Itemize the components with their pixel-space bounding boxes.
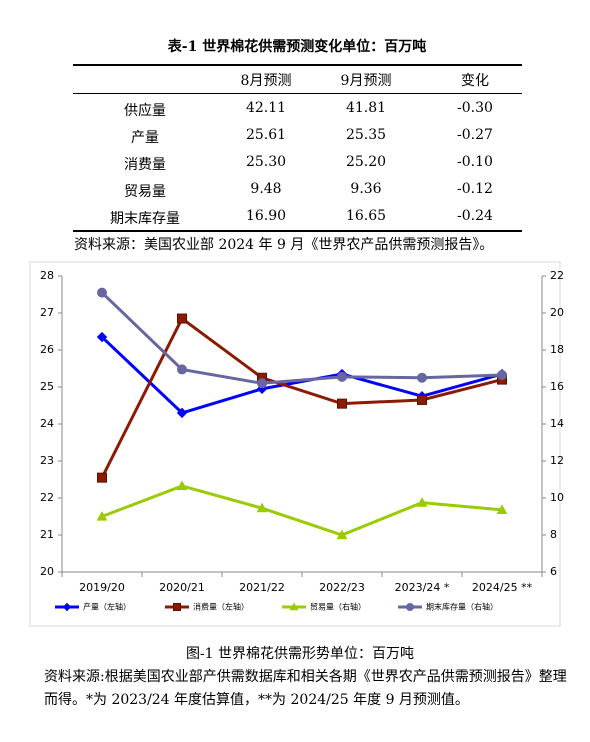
cell: 16.90: [245, 208, 287, 224]
marker: [337, 371, 347, 382]
cell: -0.27: [457, 127, 493, 143]
marker: [497, 369, 507, 380]
y2-tick-label: 20: [550, 306, 564, 319]
figure-caption: 图-1 世界棉花供需形势单位：百万吨: [185, 646, 415, 662]
cell: 25.30: [245, 154, 287, 170]
marker: [97, 472, 107, 483]
x-tick-label: 2023/24 *: [395, 581, 450, 594]
marker: [97, 287, 107, 298]
figure-note: 资料来源:根据美国农业部产供需数据库和相关各期《世界农产品供需预测报告》整理而得…: [44, 669, 567, 708]
row-label: 贸易量: [124, 184, 166, 200]
y2-tick-label: 22: [550, 269, 564, 282]
cell: 25.61: [245, 127, 287, 143]
y2-tick-label: 6: [550, 565, 557, 578]
marker: [257, 378, 267, 389]
marker: [417, 394, 427, 405]
marker: [256, 502, 268, 513]
row-label: 消费量: [124, 157, 166, 173]
cell: 42.11: [245, 100, 287, 116]
y-tick-label: 23: [40, 454, 54, 467]
marker: [336, 529, 348, 540]
marker: [177, 364, 187, 375]
series-line: [100, 316, 503, 479]
y-tick-label: 25: [40, 380, 54, 393]
marker: [62, 602, 72, 612]
marker: [417, 372, 427, 383]
cell: 25.35: [345, 127, 387, 143]
cell: -0.10: [457, 154, 493, 170]
row-label: 产量: [131, 130, 159, 146]
table-source: 资料来源：美国农业部 2024 年 9 月《世界农产品供需预测报告》。: [74, 237, 494, 253]
legend-label: 产量（左轴）: [83, 602, 131, 612]
legend-label: 消费量（左轴）: [193, 602, 249, 612]
y-tick-label: 28: [40, 269, 54, 282]
marker: [337, 398, 347, 409]
x-tick-label: 2020/21: [159, 581, 205, 594]
cell: 16.65: [345, 208, 387, 224]
x-tick-label: 2021/22: [239, 581, 285, 594]
y-tick-label: 26: [40, 343, 54, 356]
column-header: 9月预测: [340, 73, 392, 89]
marker: [289, 602, 299, 611]
chart-frame: [29, 261, 561, 627]
y2-tick-label: 16: [550, 380, 564, 393]
y-tick-label: 22: [40, 491, 54, 504]
y2-tick-label: 18: [550, 343, 564, 356]
y-tick-label: 24: [40, 417, 54, 430]
y2-tick-label: 8: [550, 528, 557, 541]
series-line: [101, 484, 503, 537]
x-tick-label: 2022/23: [319, 581, 365, 594]
marker: [173, 603, 181, 611]
series-line: [100, 291, 503, 385]
legend-label: 贸易量（右轴）: [310, 602, 366, 612]
marker: [406, 603, 414, 611]
table-caption: 表-1 世界棉花供需预测变化单位：百万吨: [167, 39, 427, 55]
rule: [73, 93, 522, 94]
legend-label: 期末库存量（右轴）: [426, 602, 498, 612]
marker: [177, 313, 187, 324]
marker: [416, 497, 428, 507]
chart: 20 21 22 23 24 25 26 27 28 6 8 10 12 14 16 18 20 22 2019/2…: [29, 261, 564, 627]
cell: 25.20: [345, 154, 387, 170]
cell: -0.30: [457, 100, 493, 116]
column-header: 8月预测: [240, 73, 292, 89]
cell: 9.48: [250, 181, 282, 197]
column-header: 变化: [461, 73, 489, 89]
marker: [96, 510, 108, 521]
y-tick-label: 20: [40, 565, 54, 578]
y2-tick-label: 14: [550, 417, 564, 430]
cell: 41.81: [345, 100, 387, 116]
marker: [176, 407, 188, 419]
marker: [176, 480, 188, 491]
cell: 9.36: [350, 181, 382, 197]
x-tick-label: 2019/20: [79, 581, 125, 594]
rule: [73, 230, 522, 232]
cell: -0.24: [457, 208, 493, 224]
y-tick-label: 27: [40, 306, 54, 319]
y2-tick-label: 12: [550, 454, 564, 467]
y-tick-label: 21: [40, 528, 54, 541]
marker: [96, 331, 108, 343]
cell: -0.12: [457, 181, 493, 197]
row-label: 期末库存量: [110, 211, 180, 227]
rule: [73, 64, 522, 66]
marker: [496, 504, 508, 514]
row-label: 供应量: [124, 103, 166, 119]
y2-tick-label: 10: [550, 491, 564, 504]
x-tick-label: 2024/25 **: [472, 581, 533, 594]
